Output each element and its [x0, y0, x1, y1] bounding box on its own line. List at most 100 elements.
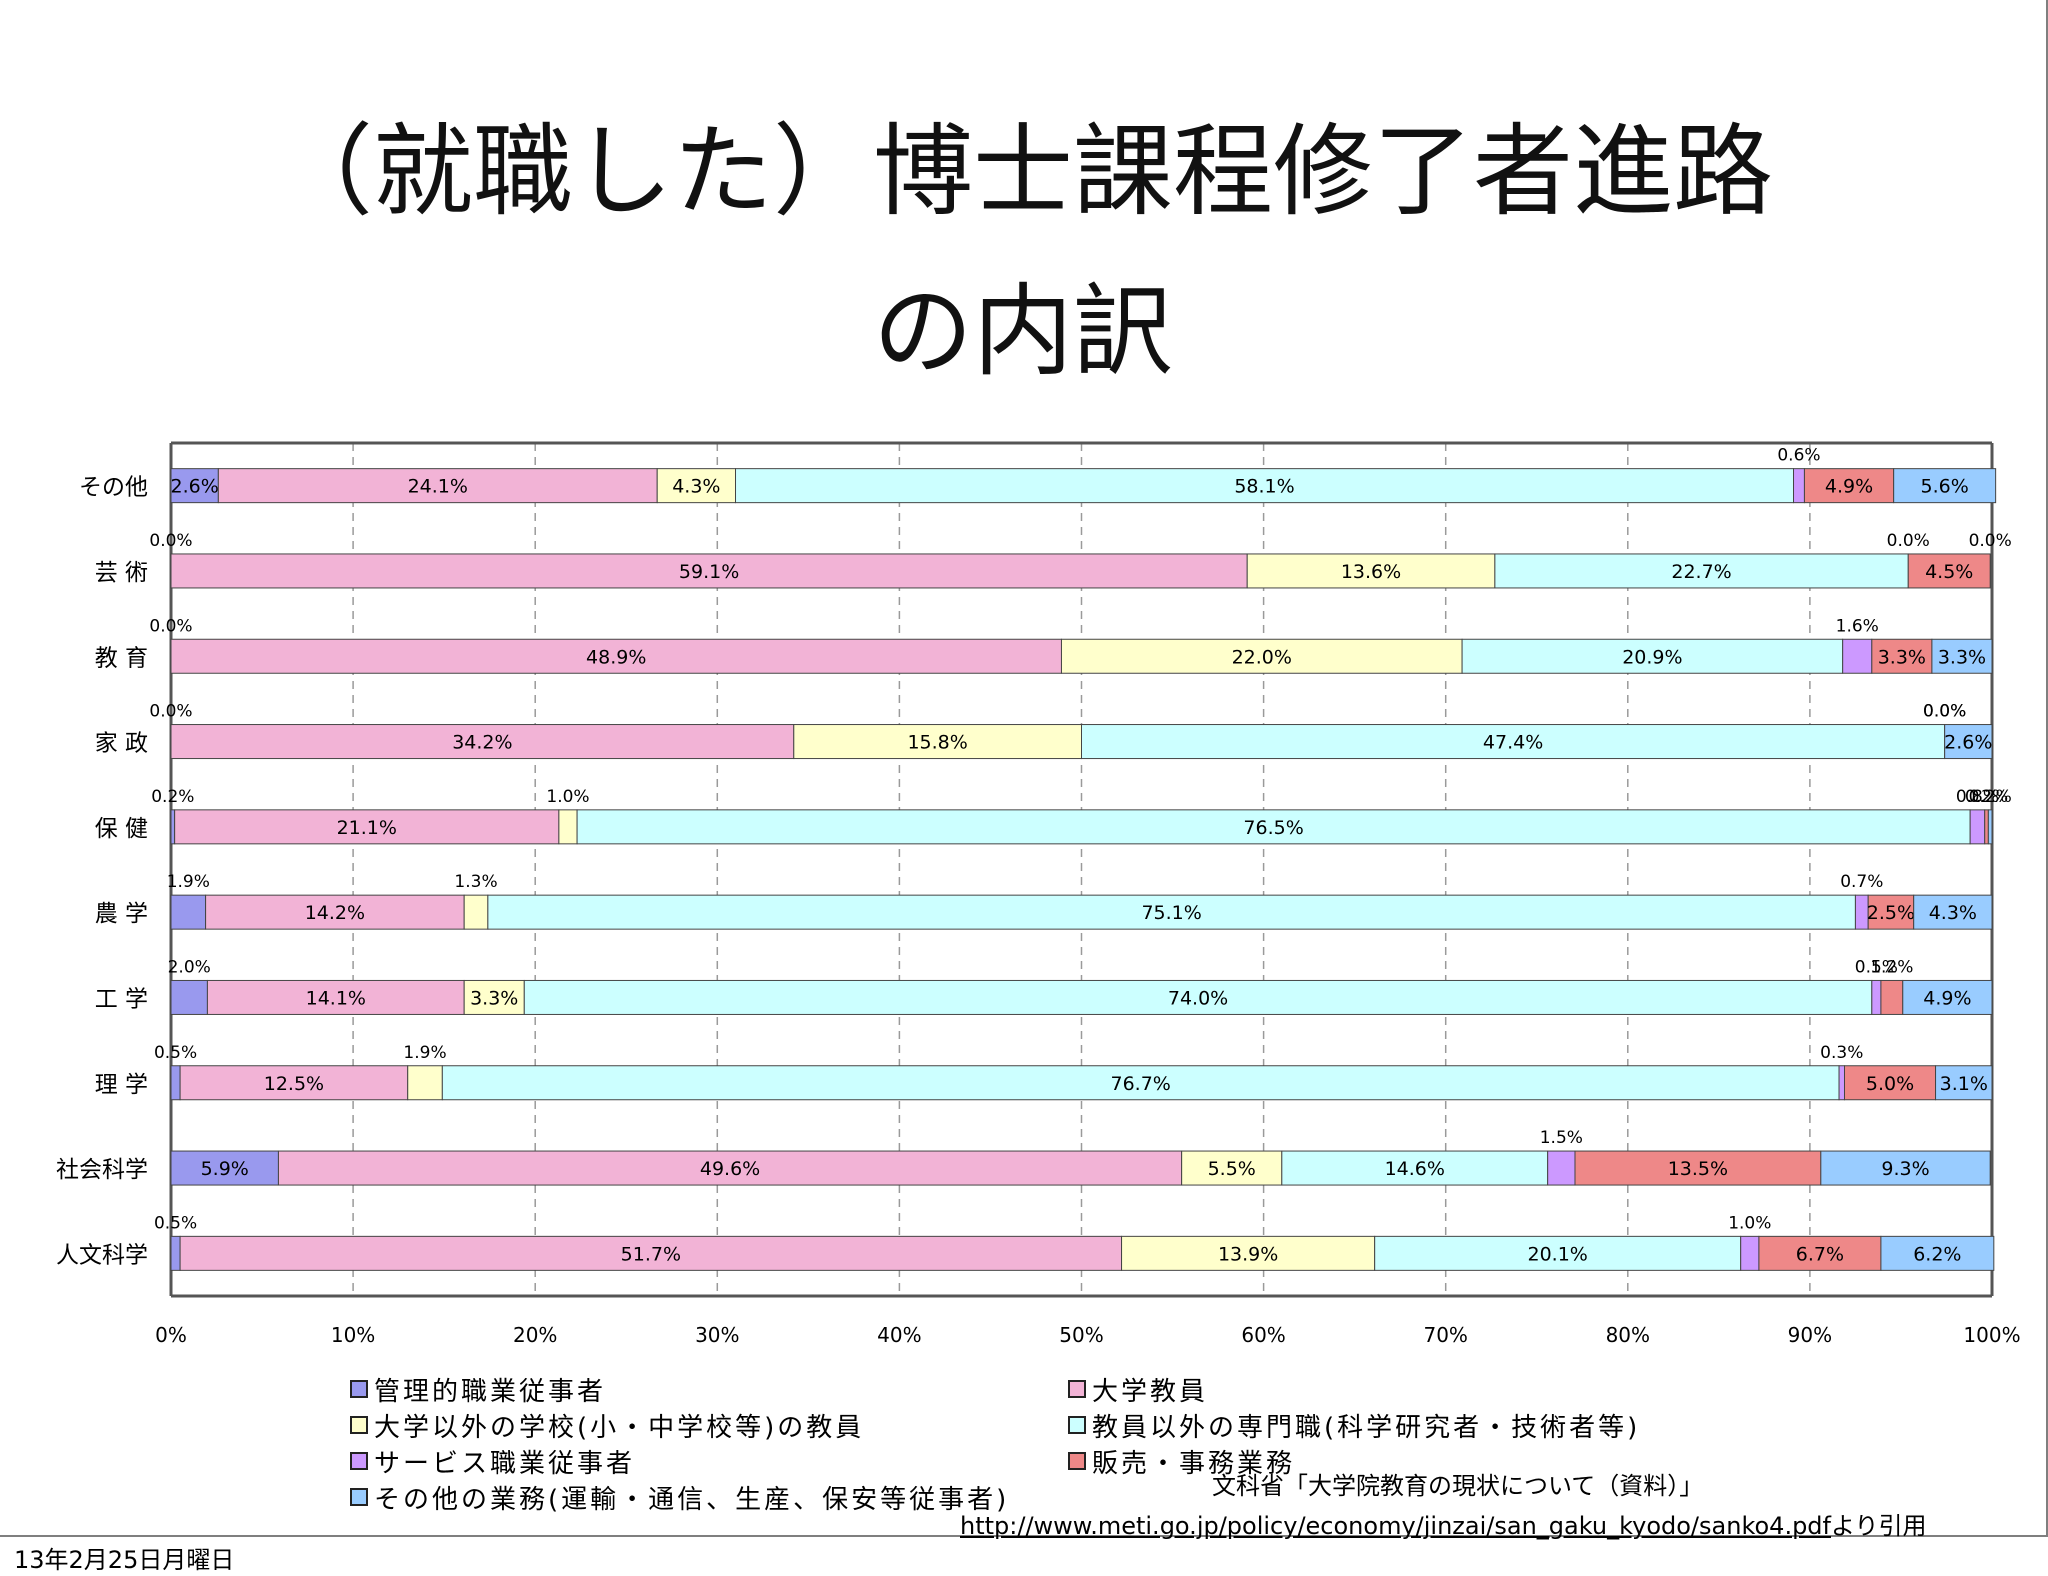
data-label: 3.1%	[1940, 1073, 1988, 1095]
legend-item: 販売・事務業務	[1068, 1444, 1296, 1479]
data-label: 14.2%	[305, 902, 365, 924]
y-category-label: 農 学	[95, 901, 148, 927]
bar-segment	[1820, 1150, 1991, 1186]
source-suffix: より引用	[1830, 1512, 1927, 1540]
footer-date: 13年2月25日月曜日	[14, 1546, 235, 1574]
data-label: 59.1%	[679, 561, 739, 583]
bar-segment	[1867, 894, 1915, 930]
legend-label: 販売・事務業務	[1092, 1448, 1296, 1479]
stacked-bar-chart: 0% 10% 20% 30% 40% 50% 60% 70% 80% 90% 100% その他 2.6%…	[56, 441, 2021, 1347]
legend-item: 大学教員	[1068, 1372, 1209, 1407]
data-label: 0.2%	[1969, 787, 2012, 807]
data-label: 4.9%	[1923, 987, 1971, 1009]
y-category-label: 保 健	[95, 816, 148, 842]
legend-label: 管理的職業従事者	[374, 1376, 607, 1407]
source-url-line: http://www.meti.go.jp/policy/economy/jin…	[960, 1506, 1927, 1541]
data-label: 0.0%	[1923, 702, 1966, 722]
data-label: 6.2%	[1913, 1243, 1961, 1265]
bar-segment	[656, 468, 737, 504]
data-label: 5.6%	[1921, 476, 1969, 498]
bar-segment	[1740, 1235, 1760, 1271]
legend-label: その他の業務(運輸・通信、生産、保安等従事者)	[374, 1484, 1010, 1515]
bar-segment	[170, 979, 208, 1015]
data-label: 76.5%	[1243, 817, 1303, 839]
data-label: 3.3%	[1938, 646, 1986, 668]
bar-segment	[1838, 1065, 1845, 1101]
data-label: 13.6%	[1341, 561, 1401, 583]
data-label: 0.0%	[149, 616, 192, 636]
data-label: 9.3%	[1881, 1158, 1929, 1180]
data-label: 0.7%	[1840, 872, 1883, 892]
data-label: 15.8%	[907, 732, 967, 754]
data-label: 47.4%	[1483, 732, 1543, 754]
y-category-label: 人文科学	[56, 1242, 148, 1268]
data-label: 0.0%	[1923, 702, 1966, 722]
bar-segment	[1843, 1065, 1937, 1101]
data-label: 1.0%	[1728, 1213, 1771, 1233]
bar-segment	[1842, 638, 1873, 674]
bar-segment	[1880, 979, 1904, 1015]
data-label: 1.9%	[403, 1043, 446, 1063]
data-label: 51.7%	[621, 1243, 681, 1265]
data-label: 75.1%	[1141, 902, 1201, 924]
source-url-link[interactable]: http://www.meti.go.jp/policy/economy/jin…	[960, 1512, 1831, 1540]
bar-segment	[170, 468, 219, 504]
bar-segment	[463, 894, 489, 930]
x-tick-label: 70%	[1423, 1323, 1467, 1347]
data-label: 1.5%	[1540, 1128, 1583, 1148]
data-label: 0.6%	[1777, 446, 1820, 466]
data-label: 34.2%	[452, 732, 512, 754]
legend-label: サービス職業従事者	[374, 1448, 636, 1479]
data-label: 20.1%	[1528, 1243, 1588, 1265]
data-label: 2.5%	[1867, 902, 1915, 924]
data-label: 13.9%	[1218, 1243, 1278, 1265]
legend-swatch	[350, 1416, 368, 1434]
bar-segment	[1987, 809, 1993, 845]
data-label: 76.7%	[1111, 1073, 1171, 1095]
bar-segment	[1181, 1150, 1283, 1186]
bar-segment	[1374, 1235, 1742, 1271]
data-label: 13.5%	[1668, 1158, 1728, 1180]
x-tick-label: 30%	[695, 1323, 739, 1347]
data-label: 5.5%	[1208, 1158, 1256, 1180]
bar-segment	[1574, 1150, 1822, 1186]
data-label: 4.5%	[1925, 561, 1973, 583]
slide-title: （就職した）博士課程修了者進路 の内訳	[0, 92, 2046, 412]
x-tick-label: 90%	[1788, 1323, 1832, 1347]
x-tick-label: 80%	[1606, 1323, 1650, 1347]
bar-segment	[1969, 809, 1986, 845]
slide-title-line2: の内訳	[873, 273, 1173, 390]
legend-swatch	[1068, 1452, 1086, 1470]
bar-segment	[1902, 979, 1993, 1015]
y-category-label: 理 学	[95, 1072, 148, 1098]
y-category-label: その他	[79, 475, 148, 501]
data-label: 0.3%	[1820, 1043, 1863, 1063]
bar-segment	[1907, 553, 1991, 589]
x-tick-label: 40%	[877, 1323, 921, 1347]
data-label: 1.2%	[1870, 957, 1913, 977]
legend-label: 大学教員	[1092, 1376, 1209, 1407]
data-label: 6.7%	[1796, 1243, 1844, 1265]
y-category-label: 教 育	[95, 645, 148, 671]
bar-segment	[735, 468, 1795, 504]
data-label: 58.1%	[1234, 476, 1294, 498]
legend-label: 大学以外の学校(小・中学校等)の教員	[374, 1412, 865, 1443]
data-label: 12.5%	[264, 1073, 324, 1095]
bar-segment	[1803, 468, 1895, 504]
bar-segment	[170, 553, 1248, 589]
data-label: 14.1%	[306, 987, 366, 1009]
bar-segment	[1880, 1235, 1995, 1271]
data-label: 0.0%	[1887, 531, 1930, 551]
bar-segment	[1081, 724, 1946, 760]
legend-item: 教員以外の専門職(科学研究者・技術者等)	[1068, 1408, 1640, 1443]
bar-segment	[1944, 724, 1993, 760]
legend-swatch	[350, 1380, 368, 1398]
bar-segment	[170, 638, 1062, 674]
data-label: 2.6%	[1944, 732, 1992, 754]
bar-segment	[1984, 809, 1989, 845]
y-category-label: 工 学	[95, 986, 148, 1012]
bar-segment	[1935, 1065, 1993, 1101]
data-label: 0.5%	[154, 1213, 197, 1233]
slide-title-line1: （就職した）博士課程修了者進路	[273, 113, 1773, 230]
bar-segment	[174, 809, 560, 845]
